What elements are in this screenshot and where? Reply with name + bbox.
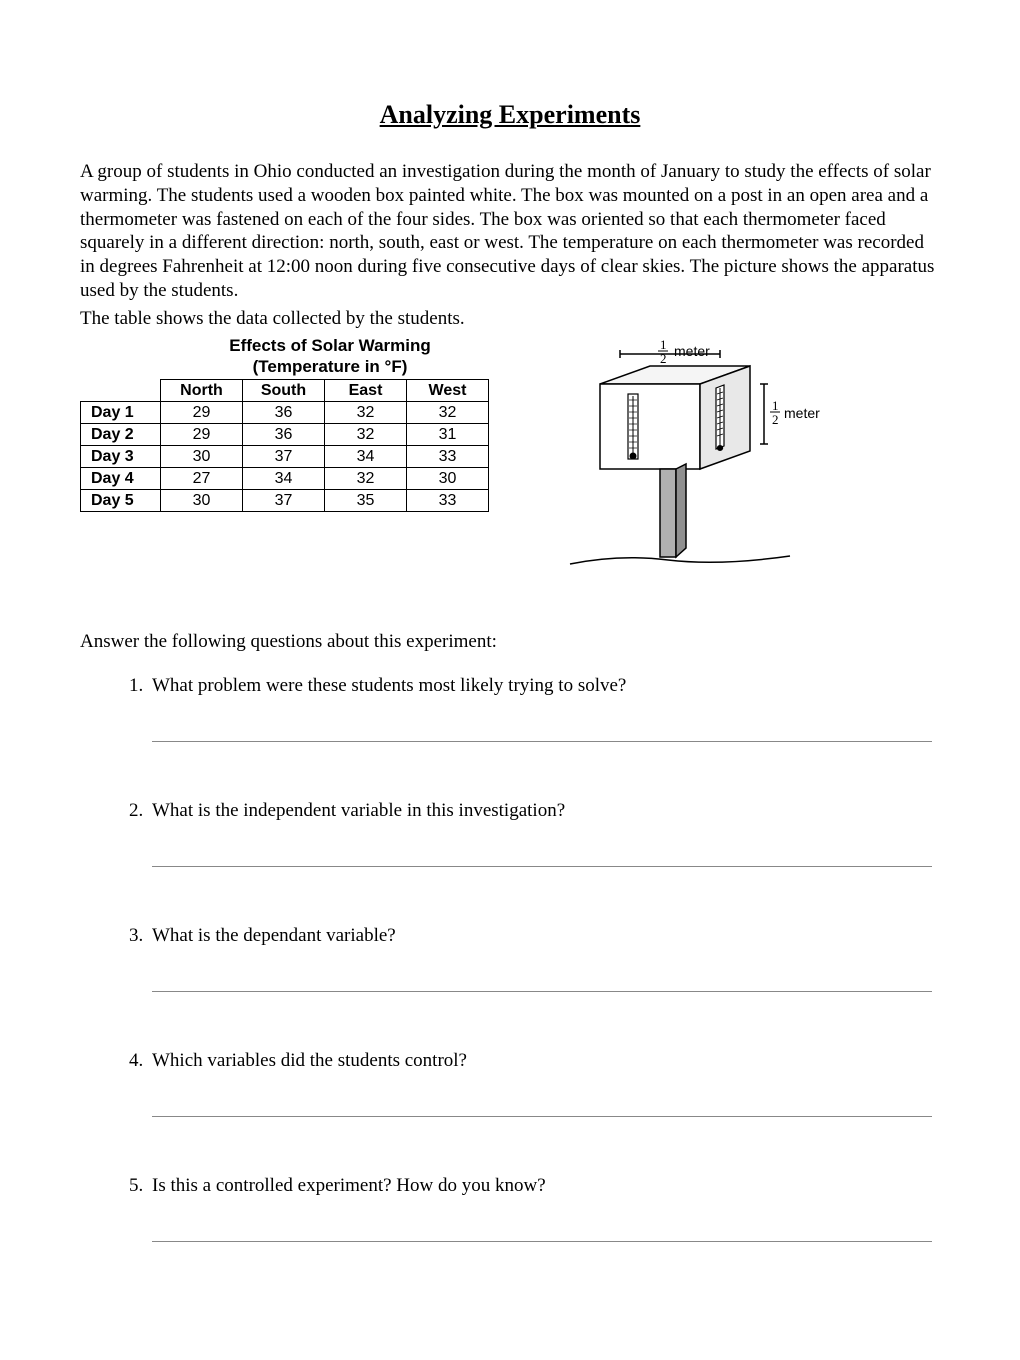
- col-south: South: [243, 380, 325, 402]
- cell: 30: [161, 490, 243, 512]
- intro-paragraph-2: The table shows the data collected by th…: [80, 307, 940, 331]
- answer-line: [152, 1241, 932, 1242]
- table-title-line1: Effects of Solar Warming: [229, 336, 431, 355]
- data-table-block: Effects of Solar Warming (Temperature in…: [80, 336, 500, 512]
- table-row: Day 5 30 37 35 33: [81, 490, 489, 512]
- worksheet-page: Analyzing Experiments A group of student…: [0, 0, 1020, 1360]
- answer-line: [152, 1116, 932, 1117]
- question-text: Which variables did the students control…: [152, 1050, 467, 1071]
- answer-line: [152, 991, 932, 992]
- question-5: Is this a controlled experiment? How do …: [148, 1175, 940, 1242]
- table-title-line2: (Temperature in °F): [253, 357, 408, 376]
- svg-text:meter: meter: [674, 343, 710, 359]
- cell: 37: [243, 490, 325, 512]
- answer-line: [152, 741, 932, 742]
- table-row: Day 4 27 34 32 30: [81, 468, 489, 490]
- cell: 36: [243, 424, 325, 446]
- question-text: What problem were these students most li…: [152, 675, 626, 696]
- table-row: Day 2 29 36 32 31: [81, 424, 489, 446]
- cell: 32: [325, 468, 407, 490]
- table-row: Day 1 29 36 32 32: [81, 402, 489, 424]
- apparatus-diagram: 1 2 meter 1 2 meter: [560, 336, 820, 581]
- cell: 32: [325, 424, 407, 446]
- questions-prompt: Answer the following questions about thi…: [80, 631, 940, 653]
- cell: 33: [407, 490, 489, 512]
- cell: 30: [407, 468, 489, 490]
- intro-paragraph: A group of students in Ohio conducted an…: [80, 160, 940, 303]
- svg-text:2: 2: [772, 412, 779, 427]
- cell: 29: [161, 402, 243, 424]
- table-row: Day 3 30 37 34 33: [81, 446, 489, 468]
- question-text: Is this a controlled experiment? How do …: [152, 1175, 546, 1196]
- svg-text:1: 1: [660, 337, 667, 352]
- svg-text:2: 2: [660, 351, 667, 366]
- col-north: North: [161, 380, 243, 402]
- questions-list: What problem were these students most li…: [80, 675, 940, 1242]
- answer-line: [152, 866, 932, 867]
- cell: 34: [243, 468, 325, 490]
- row-label: Day 1: [81, 402, 161, 424]
- col-west: West: [407, 380, 489, 402]
- page-title: Analyzing Experiments: [80, 100, 940, 130]
- cell: 27: [161, 468, 243, 490]
- cell: 30: [161, 446, 243, 468]
- cell: 31: [407, 424, 489, 446]
- question-text: What is the dependant variable?: [152, 925, 396, 946]
- row-label: Day 5: [81, 490, 161, 512]
- cell: 34: [325, 446, 407, 468]
- table-title: Effects of Solar Warming (Temperature in…: [160, 336, 500, 377]
- svg-text:1: 1: [772, 398, 779, 413]
- content-row: Effects of Solar Warming (Temperature in…: [80, 336, 940, 581]
- question-text: What is the independent variable in this…: [152, 800, 565, 821]
- row-label: Day 2: [81, 424, 161, 446]
- row-label: Day 4: [81, 468, 161, 490]
- question-4: Which variables did the students control…: [148, 1050, 940, 1117]
- cell: 35: [325, 490, 407, 512]
- cell: 37: [243, 446, 325, 468]
- question-3: What is the dependant variable?: [148, 925, 940, 992]
- cell: 36: [243, 402, 325, 424]
- table-header-row: North South East West: [81, 380, 489, 402]
- col-east: East: [325, 380, 407, 402]
- question-2: What is the independent variable in this…: [148, 800, 940, 867]
- svg-text:meter: meter: [784, 405, 820, 421]
- apparatus-svg: 1 2 meter 1 2 meter: [560, 336, 820, 576]
- cell: 32: [407, 402, 489, 424]
- data-table: North South East West Day 1 29 36 32 32 …: [80, 379, 489, 512]
- table-blank-cell: [81, 380, 161, 402]
- question-1: What problem were these students most li…: [148, 675, 940, 742]
- cell: 29: [161, 424, 243, 446]
- row-label: Day 3: [81, 446, 161, 468]
- cell: 32: [325, 402, 407, 424]
- cell: 33: [407, 446, 489, 468]
